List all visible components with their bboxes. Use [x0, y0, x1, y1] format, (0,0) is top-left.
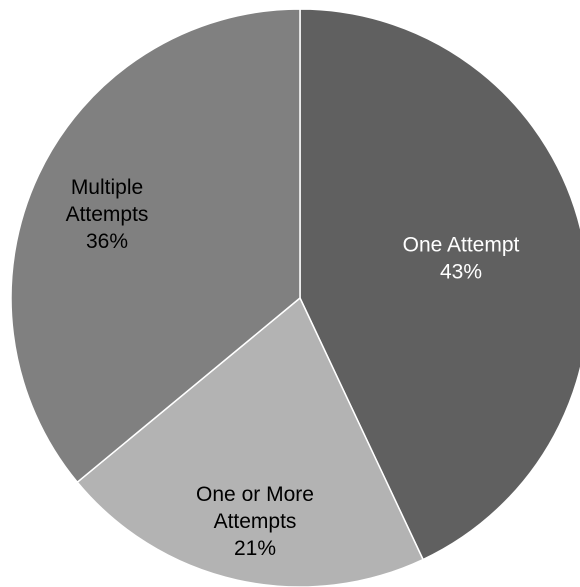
pie-slice-1 — [76, 296, 425, 587]
pie-label-1: One or More Attempts 21% — [196, 483, 314, 560]
pie-label-0: One Attempt 43% — [403, 234, 520, 284]
pie-label-text: Attempts — [66, 203, 149, 226]
pie-labels: One Attempt 43% One or More Attempts 21% Mult… — [66, 176, 520, 560]
pie-label-value: 21% — [234, 537, 276, 560]
pie-label-value: 43% — [440, 261, 482, 284]
pie-slice-0 — [299, 8, 580, 561]
pie-label-text: One or More — [196, 483, 314, 506]
pie-label-text: One Attempt — [403, 234, 520, 257]
pie-slice-2 — [10, 8, 301, 484]
pie-label-text: Multiple — [71, 176, 143, 199]
pie-slices — [10, 8, 580, 587]
pie-label-2: Multiple Attempts 36% — [66, 176, 149, 253]
pie-label-value: 36% — [86, 230, 128, 253]
pie-label-text: Attempts — [214, 510, 297, 533]
